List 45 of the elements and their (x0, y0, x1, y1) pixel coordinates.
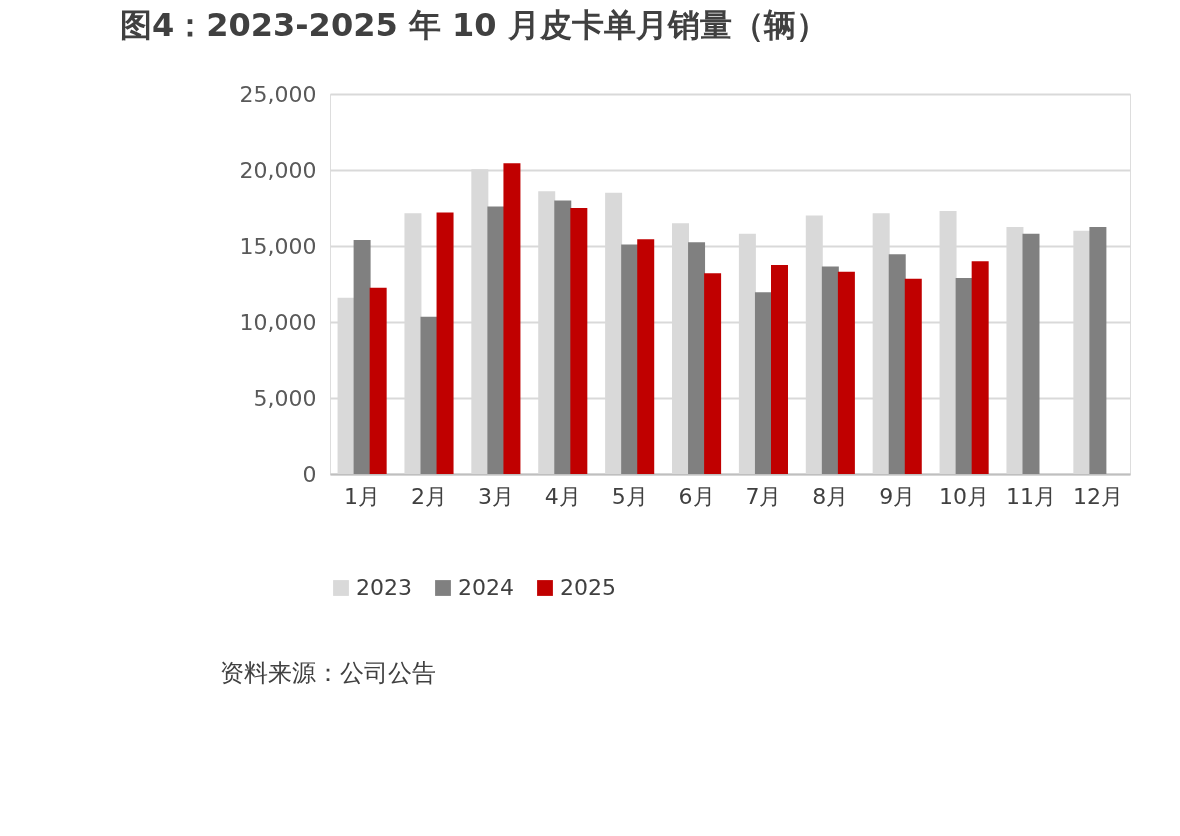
x-tick-label: 4月 (544, 483, 581, 509)
bar (821, 266, 839, 474)
chart-title: 图4：2023-2025 年 10 月皮卡单月销量（辆） (120, 6, 828, 44)
y-tick-label: 10,000 (239, 309, 317, 335)
y-tick-label: 25,000 (239, 81, 317, 107)
x-tick-label: 6月 (678, 483, 715, 509)
bar (771, 265, 788, 474)
x-tick-label: 5月 (611, 483, 648, 509)
x-tick-label: 1月 (344, 483, 381, 509)
bar (369, 287, 387, 474)
x-tick-label: 3月 (477, 483, 514, 509)
y-tick-label: 0 (302, 461, 317, 487)
bar (353, 239, 371, 474)
x-tick-label: 12月 (1072, 483, 1123, 509)
y-tick-label: 15,000 (239, 233, 317, 259)
x-tick-label: 9月 (879, 483, 916, 509)
legend-label: 2024 (458, 575, 514, 600)
y-tick-label: 20,000 (239, 157, 317, 183)
x-tick-label: 10月 (939, 483, 990, 509)
bar (621, 244, 639, 474)
x-tick-label: 11月 (1006, 483, 1056, 509)
bar (487, 206, 505, 474)
bar (570, 208, 588, 474)
bar (436, 212, 454, 474)
x-tick-label: 8月 (812, 483, 849, 509)
bar (955, 277, 973, 474)
y-tick-label: 5,000 (253, 385, 317, 411)
bar (704, 273, 722, 474)
bar (754, 292, 772, 474)
bar (688, 242, 706, 474)
x-tick-label: 7月 (745, 483, 782, 509)
bar (1022, 233, 1040, 474)
legend-label: 2025 (560, 575, 616, 600)
bar (904, 278, 922, 474)
text: 资料来源：公司公告 (220, 659, 436, 687)
bar (971, 261, 989, 474)
bar (637, 239, 655, 474)
bar (1089, 227, 1107, 474)
bar (554, 200, 572, 474)
bar (888, 254, 906, 474)
legend-label: 2023 (356, 575, 412, 600)
bar (420, 316, 438, 474)
x-tick-label: 2月 (411, 483, 447, 509)
bar (837, 271, 855, 474)
bar (503, 163, 521, 474)
